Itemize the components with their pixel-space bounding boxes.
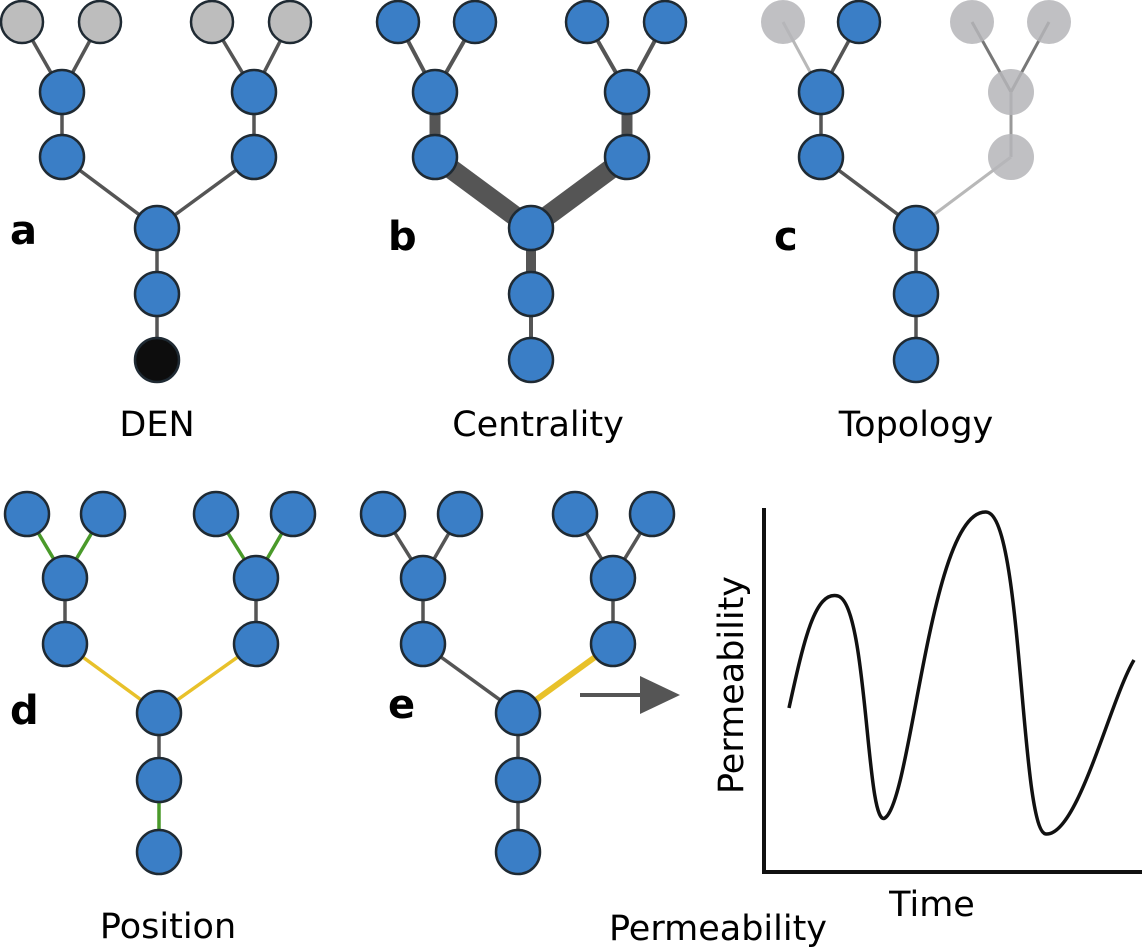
node [551,490,599,538]
node [892,336,940,384]
node [38,68,86,116]
node [642,0,688,45]
node [0,0,45,45]
node [135,689,183,737]
panel-d-nodes [3,490,317,876]
node [135,756,183,804]
node [399,620,447,668]
node [133,204,181,252]
y-axis-label: Permeability [712,576,752,794]
panel-letter-e: e [388,682,415,728]
node [267,0,313,45]
panel-c-nodes [761,0,1071,384]
node [41,554,89,602]
node [192,490,240,538]
node [79,490,127,538]
panel-caption-topology: Topology [838,405,994,445]
node [436,490,484,538]
node [564,0,610,45]
permeability-curve [787,510,1136,836]
node [603,68,651,116]
node [411,68,459,116]
node [797,68,845,116]
node [507,204,555,252]
panel-b-nodes [375,0,688,384]
node [230,68,278,116]
x-axis-label: Time [888,885,975,925]
node [507,336,555,384]
node [628,490,676,538]
node [892,204,940,252]
node [589,554,637,602]
node [38,133,86,181]
panel-caption-position: Position [100,907,236,947]
node [836,0,882,45]
panel-caption-centrality: Centrality [452,405,624,445]
panel-letter-c: c [774,214,798,260]
node-faded [761,0,805,44]
node [135,828,183,876]
node [603,133,651,181]
node [77,0,123,45]
node [3,490,51,538]
node [797,133,845,181]
node [399,554,447,602]
panel-caption-den: DEN [119,405,194,445]
node [452,0,498,45]
node-faded [988,134,1034,180]
node [411,133,459,181]
node [589,620,637,668]
panel-letter-a: a [10,208,37,254]
node [359,490,407,538]
node [133,270,181,318]
permeability-plot: Time Permeability [712,508,1142,925]
node [892,270,940,318]
node-faded [1027,0,1071,44]
plot-axes [762,508,1142,874]
panel-letter-b: b [388,214,417,260]
panel-e-nodes [359,490,676,876]
node [269,490,317,538]
panel-caption-permeability: Permeability [609,909,827,948]
panel-letter-d: d [10,688,39,734]
node [41,620,89,668]
node [232,554,280,602]
node [494,756,542,804]
node [507,270,555,318]
node [494,828,542,876]
node [189,0,235,45]
node [375,0,421,45]
node [133,336,181,384]
node [494,689,542,737]
panel-a-nodes [0,0,313,384]
node-faded [988,69,1034,115]
arrow-right-icon [580,676,680,714]
node-faded [950,0,994,44]
node [230,133,278,181]
node [232,620,280,668]
